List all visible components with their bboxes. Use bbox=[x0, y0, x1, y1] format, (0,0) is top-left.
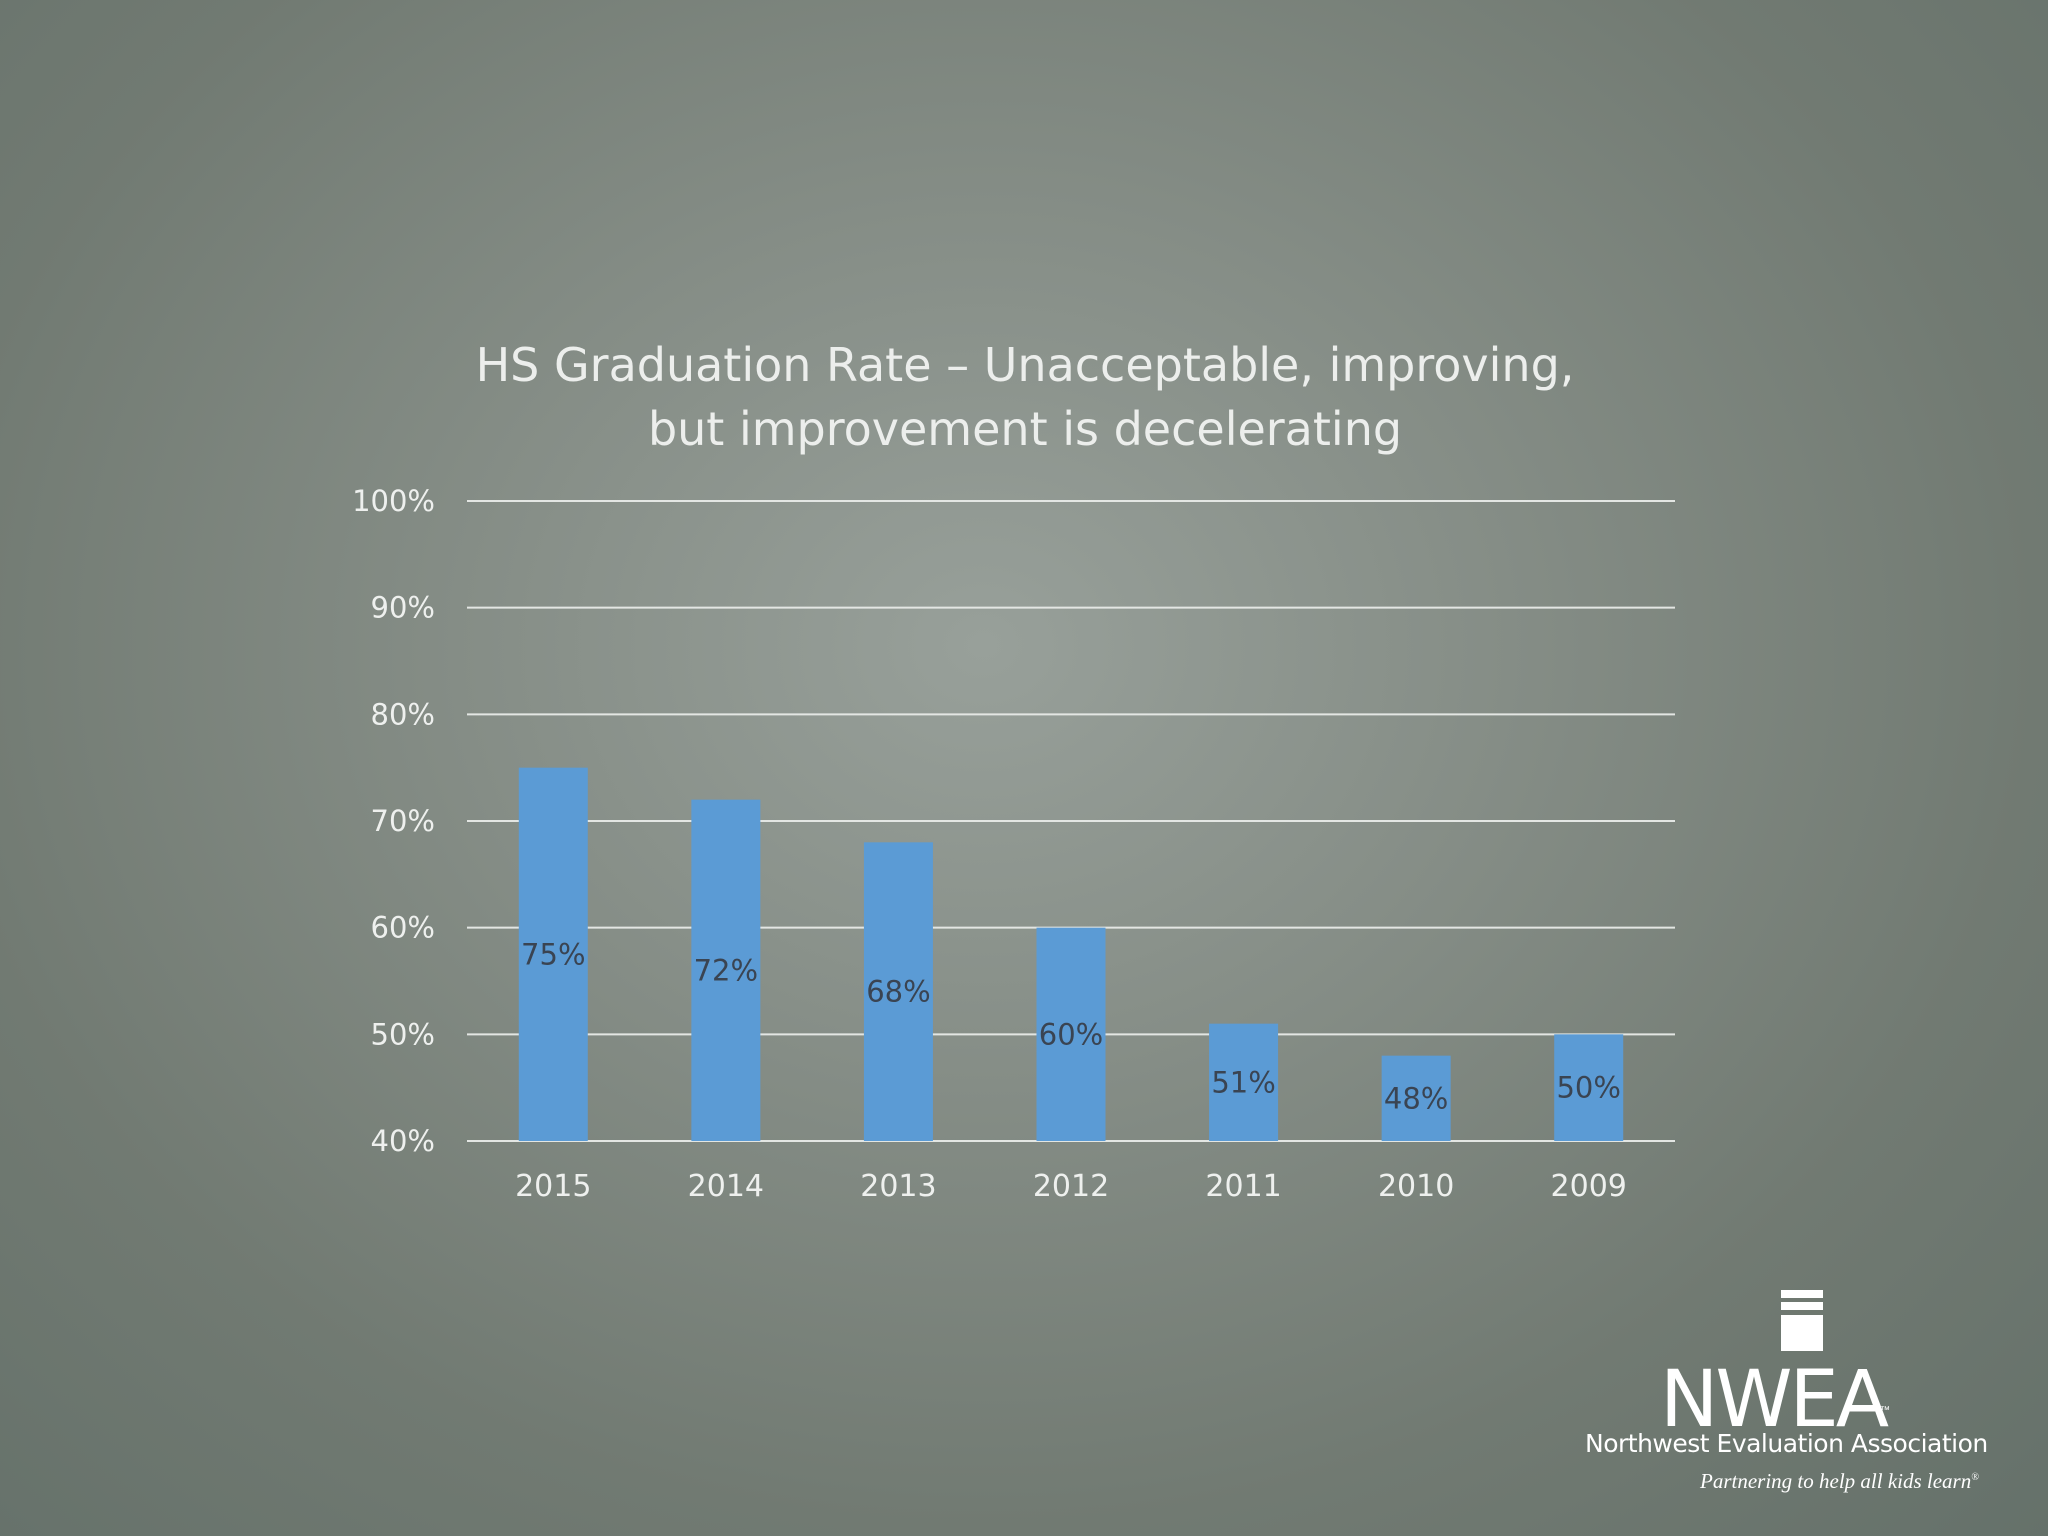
x-tick-label: 2012 bbox=[1033, 1169, 1109, 1204]
bar-data-label: 48% bbox=[1384, 1081, 1448, 1115]
bar bbox=[1554, 1034, 1624, 1141]
y-tick-label: 90% bbox=[371, 591, 435, 625]
logo-mark-bar-middle bbox=[1781, 1302, 1823, 1310]
y-tick-label: 80% bbox=[371, 697, 435, 731]
bar-data-label: 60% bbox=[1039, 1017, 1103, 1051]
bar-data-label: 75% bbox=[521, 937, 585, 971]
y-tick-label: 70% bbox=[371, 804, 435, 838]
chart-title-line-2: but improvement is decelerating bbox=[647, 402, 1403, 456]
bar bbox=[863, 842, 933, 1141]
y-tick-label: 100% bbox=[352, 484, 435, 518]
logo-trademark: ™ bbox=[1880, 1405, 1890, 1416]
x-tick-label: 2010 bbox=[1378, 1169, 1454, 1204]
bar bbox=[518, 767, 588, 1141]
bar bbox=[1381, 1055, 1451, 1141]
logo-mark-bar-top bbox=[1781, 1290, 1823, 1298]
x-tick-label: 2015 bbox=[515, 1169, 591, 1204]
logo-tagline: Partnering to help all kids learn® bbox=[1700, 1469, 1979, 1493]
logo-wordmark: NWEA bbox=[1660, 1355, 1889, 1445]
y-tick-label: 40% bbox=[371, 1124, 435, 1158]
bar bbox=[1036, 927, 1106, 1141]
logo-organization: Northwest Evaluation Association bbox=[1585, 1429, 1988, 1458]
bar-data-label: 50% bbox=[1556, 1071, 1620, 1105]
x-tick-label: 2014 bbox=[688, 1169, 764, 1204]
bar-data-label: 72% bbox=[694, 953, 758, 987]
nwea-logo: NWEA ™ Northwest Evaluation Association … bbox=[1580, 1285, 2000, 1515]
x-tick-label: 2009 bbox=[1551, 1169, 1627, 1204]
bar bbox=[1209, 1023, 1279, 1141]
x-tick-label: 2013 bbox=[860, 1169, 936, 1204]
y-tick-label: 60% bbox=[371, 911, 435, 945]
bar bbox=[691, 799, 761, 1141]
logo-mark-block bbox=[1781, 1315, 1823, 1351]
x-tick-label: 2011 bbox=[1205, 1169, 1281, 1204]
bar-data-label: 68% bbox=[866, 975, 930, 1009]
y-tick-label: 50% bbox=[371, 1017, 435, 1051]
chart-title-line-1: HS Graduation Rate – Unacceptable, impro… bbox=[475, 338, 1575, 392]
bar-data-label: 51% bbox=[1211, 1065, 1275, 1099]
